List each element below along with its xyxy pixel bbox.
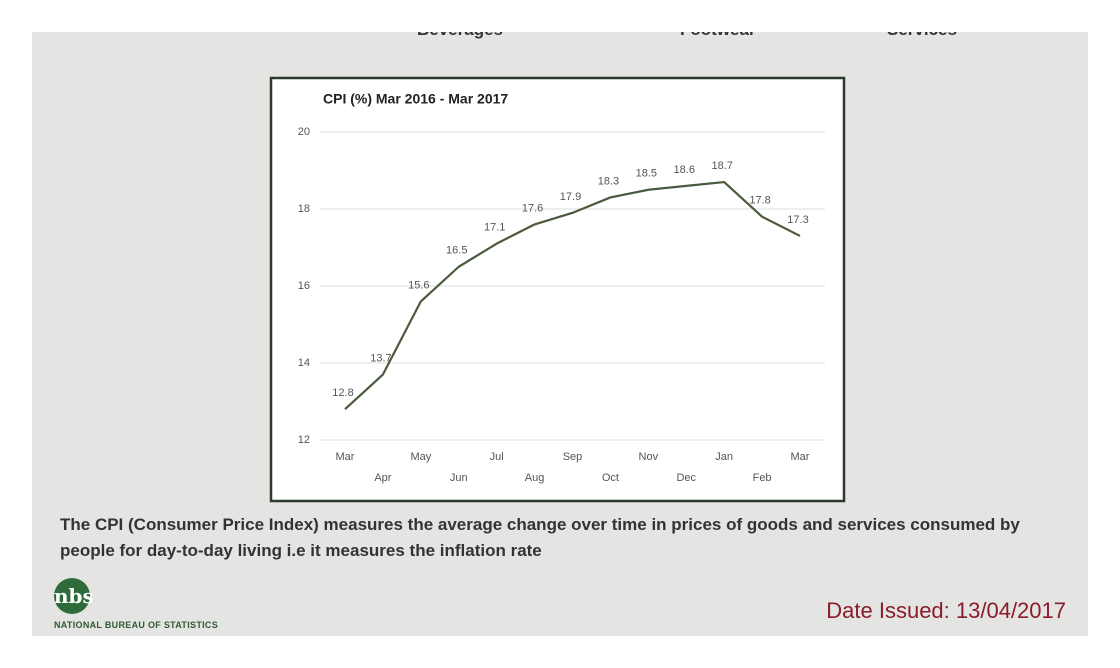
cpi-line [344,180,801,411]
x-tick-label: Nov [639,451,659,463]
y-tick-label: 16 [298,280,310,292]
x-tick-label: Jan [715,451,733,463]
y-tick-label: 20 [298,126,310,138]
x-tick-label: Feb [753,472,772,484]
x-tick-label: Apr [374,472,391,484]
y-tick-label: 14 [298,357,310,369]
data-label: 17.3 [787,214,808,226]
x-tick-label: Dec [676,472,696,484]
description: The CPI (Consumer Price Index) measures … [60,515,1020,560]
x-tick-label: Jun [450,472,468,484]
logo-name: NATIONAL BUREAU OF STATISTICS [54,620,219,630]
data-label: 18.7 [711,160,732,172]
data-label: 17.1 [484,222,505,234]
x-tick-label: May [410,451,431,463]
data-label: 18.6 [674,164,695,176]
data-label: 18.5 [636,168,657,180]
data-label: 12.8 [332,387,353,399]
x-tick-label: Aug [525,472,545,484]
data-label: 17.8 [749,195,770,207]
chart-frame [269,76,846,503]
y-tick-label: 12 [298,434,310,446]
x-tick-label: Mar [336,451,355,463]
x-tick-label: Oct [602,472,619,484]
data-label: 17.9 [560,191,581,203]
logo-mark: nbs [54,578,94,614]
header-fragment: Beverages [417,32,503,40]
data-label: 13.7 [370,352,391,364]
x-tick-label: Sep [563,451,583,463]
chart-title: CPI (%) Mar 2016 - Mar 2017 [323,91,508,107]
header-fragment: Footwear [680,32,756,40]
date-issued: Date Issued: 13/04/2017 [826,598,1066,623]
y-tick-label: 18 [298,203,310,215]
x-tick-label: Mar [791,451,810,463]
header-fragments: Beverages Footwear Services [32,32,1088,40]
data-label: 15.6 [408,279,429,291]
data-label: 17.6 [522,202,543,214]
data-label: 18.3 [598,175,619,187]
data-label: 16.5 [446,245,467,257]
x-tick-label: Jul [490,451,504,463]
header-fragment: Services [887,32,957,40]
